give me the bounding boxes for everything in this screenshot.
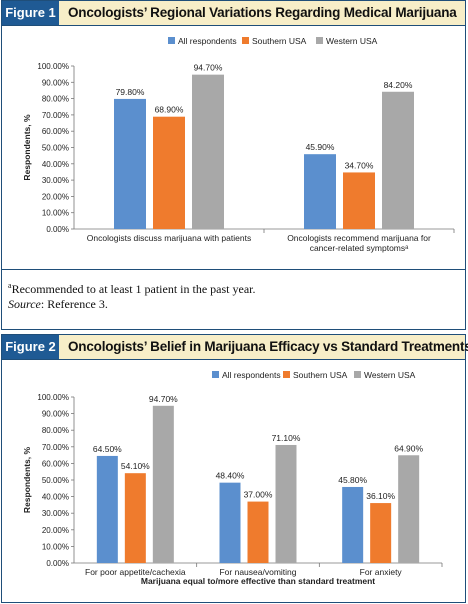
x-tick-label: For poor appetite/cachexia <box>85 567 186 577</box>
bar <box>398 455 420 563</box>
legend-swatch <box>283 371 290 378</box>
figure-1-tag: Figure 1 <box>2 1 59 25</box>
figure-1-notes: aRecommended to at least 1 patient in th… <box>2 269 465 312</box>
y-tick-label: 80.00% <box>42 426 69 435</box>
y-tick-label: 90.00% <box>42 78 69 87</box>
y-tick-label: 0.00% <box>46 559 69 568</box>
legend-label: All respondents <box>178 36 237 46</box>
legend-label: Western USA <box>326 36 378 46</box>
bar <box>114 98 146 230</box>
data-label: 36.10% <box>366 491 395 501</box>
y-tick-label: 100.00% <box>37 62 69 71</box>
figure-2-title: Oncologists’ Belief in Marijuana Efficac… <box>68 339 468 354</box>
x-tick-label: For nausea/vomiting <box>219 567 296 577</box>
data-label: 34.70% <box>345 160 374 170</box>
x-axis-title: Marijuana equal to/more effective than s… <box>141 576 375 586</box>
y-axis-title: Respondents, % <box>22 447 32 514</box>
y-tick-label: 10.00% <box>42 542 69 551</box>
bar <box>153 116 185 229</box>
y-tick-label: 70.00% <box>42 443 69 452</box>
data-label: 64.90% <box>394 443 423 453</box>
source-text: : Reference 3. <box>40 297 108 311</box>
legend-swatch <box>212 371 219 378</box>
data-label: 79.80% <box>116 87 145 97</box>
legend-swatch <box>242 37 249 44</box>
y-tick-label: 90.00% <box>42 410 69 419</box>
figure-2-tag: Figure 2 <box>2 335 59 359</box>
y-tick-label: 30.00% <box>42 509 69 518</box>
legend-label: Southern USA <box>252 36 307 46</box>
bar <box>304 154 336 229</box>
x-tick-label: cancer-related symptomsᵃ <box>310 243 409 253</box>
x-tick-label: Oncologists recommend marijuana for <box>287 233 431 243</box>
y-tick-label: 60.00% <box>42 459 69 468</box>
legend-label: Western USA <box>364 370 416 380</box>
legend-label: Southern USA <box>293 370 348 380</box>
y-tick-label: 20.00% <box>42 526 69 535</box>
y-tick-label: 40.00% <box>42 493 69 502</box>
bar <box>342 486 364 563</box>
data-label: 84.20% <box>384 80 413 90</box>
y-tick-label: 70.00% <box>42 111 69 120</box>
footnote-marker: a <box>8 281 12 290</box>
data-label: 37.00% <box>244 490 273 500</box>
bar <box>247 501 269 563</box>
legend-label: All respondents <box>222 370 281 380</box>
source-line: Source: Reference 3. <box>8 297 465 312</box>
data-label: 45.80% <box>338 475 367 485</box>
bar <box>343 172 375 229</box>
figure-1-header: Figure 1 Oncologists’ Regional Variation… <box>2 1 465 26</box>
bar <box>96 455 118 563</box>
footnote: aRecommended to at least 1 patient in th… <box>8 278 465 297</box>
y-tick-label: 40.00% <box>42 160 69 169</box>
figure-1-title: Oncologists’ Regional Variations Regardi… <box>68 5 457 20</box>
chart-2: All respondents Southern USA Western USA 0.… <box>22 370 443 586</box>
y-tick-label: 60.00% <box>42 127 69 136</box>
data-label: 68.90% <box>155 105 184 115</box>
chart-1: All respondents Southern USA Western USA 0.… <box>22 36 455 253</box>
data-label: 94.70% <box>194 63 223 73</box>
y-axis-title: Respondents, % <box>22 114 32 181</box>
figure-2-header: Figure 2 Oncologists’ Belief in Marijuan… <box>2 335 468 360</box>
data-label: 48.40% <box>216 471 245 481</box>
y-tick-label: 80.00% <box>42 95 69 104</box>
legend-swatch <box>316 37 323 44</box>
bar <box>275 444 297 563</box>
figure-2: Figure 2 Oncologists’ Belief in Marijuan… <box>1 334 468 603</box>
y-tick-label: 30.00% <box>42 176 69 185</box>
y-tick-label: 50.00% <box>42 144 69 153</box>
data-label: 45.90% <box>306 142 335 152</box>
data-label: 94.70% <box>149 394 178 404</box>
legend-swatch <box>354 371 361 378</box>
data-label: 64.50% <box>93 444 122 454</box>
y-tick-label: 100.00% <box>37 393 69 402</box>
source-label: Source <box>8 297 41 311</box>
x-tick-label: For anxiety <box>360 567 403 577</box>
figure-1: Figure 1 Oncologists’ Regional Variation… <box>1 0 466 330</box>
data-label: 71.10% <box>272 433 301 443</box>
bar <box>219 482 241 563</box>
bar <box>124 473 146 563</box>
y-tick-label: 50.00% <box>42 476 69 485</box>
data-label: 54.10% <box>121 461 150 471</box>
bar <box>370 503 392 563</box>
legend-swatch <box>168 37 175 44</box>
y-tick-label: 10.00% <box>42 209 69 218</box>
y-tick-label: 20.00% <box>42 192 69 201</box>
footnote-text: Recommended to at least 1 patient in the… <box>11 282 256 296</box>
x-tick-label: Oncologists discuss marijuana with patie… <box>87 233 251 243</box>
bar <box>192 74 224 229</box>
bar <box>152 405 174 563</box>
bar <box>382 91 414 229</box>
y-tick-label: 0.00% <box>46 225 69 234</box>
